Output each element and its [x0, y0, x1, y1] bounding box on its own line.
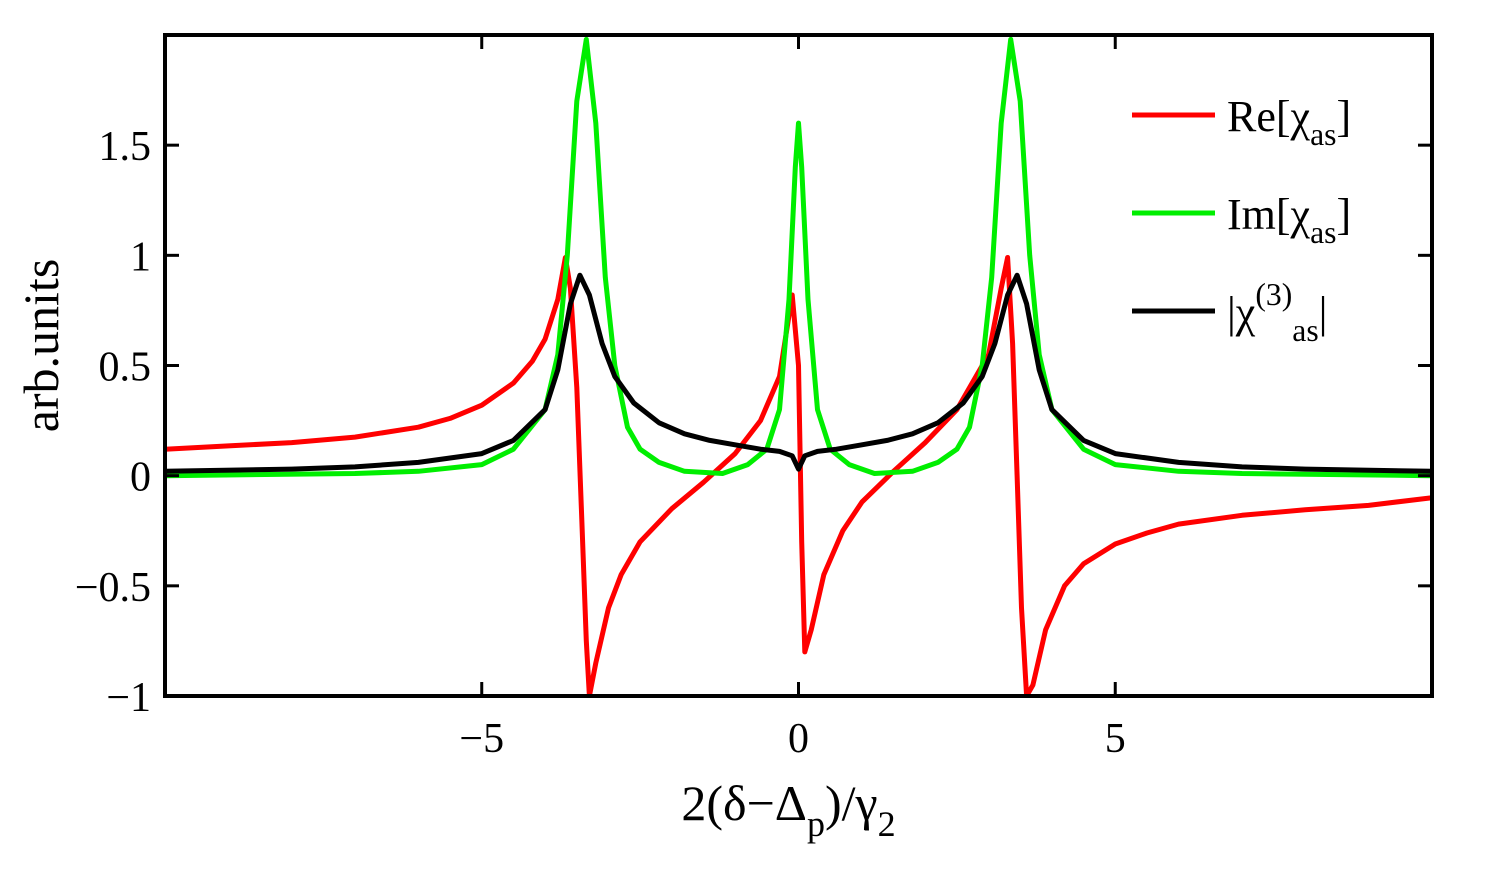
legend-label-0: Re[χas]: [1227, 92, 1351, 152]
legend-label-1: Im[χas]: [1227, 190, 1351, 250]
y-axis-label: arb.units: [13, 259, 69, 433]
label-part-1: as: [1310, 117, 1336, 152]
label-part-0: 2(δ−Δ: [681, 775, 807, 831]
tick-layer: [165, 35, 1432, 698]
label-part-2: ]: [1336, 92, 1351, 141]
y-tick-label-4: 1: [130, 234, 151, 280]
y-tick-label-5: 1.5: [99, 124, 152, 170]
series-line-1: [165, 36, 1432, 479]
y-tick-label-3: 0.5: [99, 345, 152, 391]
tick-label-layer: −5 0 5 −1 −0.5 0 0.5 1 1.5: [75, 124, 1126, 762]
x-tick-label-1: 0: [788, 716, 809, 762]
label-part-0: Re[χ: [1227, 92, 1311, 141]
legend-label-2: |χ(3)as|: [1227, 277, 1327, 348]
label-part-1: (3): [1255, 277, 1292, 312]
series-line-2: [165, 272, 1432, 474]
label-part-3: 2: [878, 804, 896, 844]
label-part-2: as: [1292, 313, 1318, 348]
series-layer: [165, 36, 1432, 696]
label-part-2: ]: [1336, 190, 1351, 239]
y-tick-label-0: −1: [106, 675, 151, 721]
label-part-1: as: [1310, 215, 1336, 250]
y-tick-label-1: −0.5: [75, 565, 151, 611]
series-line-0: [165, 255, 1432, 696]
label-part-3: |: [1319, 288, 1328, 337]
label-part-0: Im[χ: [1227, 190, 1311, 239]
legend: Re[χas]Im[χas]|χ(3)as|: [1132, 92, 1351, 348]
x-tick-label-2: 5: [1105, 716, 1126, 762]
y-tick-label-2: 0: [130, 455, 151, 501]
x-axis-label: 2(δ−Δp)/γ2: [681, 775, 895, 844]
label-part-1: p: [807, 804, 825, 844]
x-tick-label-0: −5: [459, 716, 504, 762]
label-part-0: |χ: [1227, 288, 1256, 337]
label-part-2: )/γ: [825, 775, 878, 831]
